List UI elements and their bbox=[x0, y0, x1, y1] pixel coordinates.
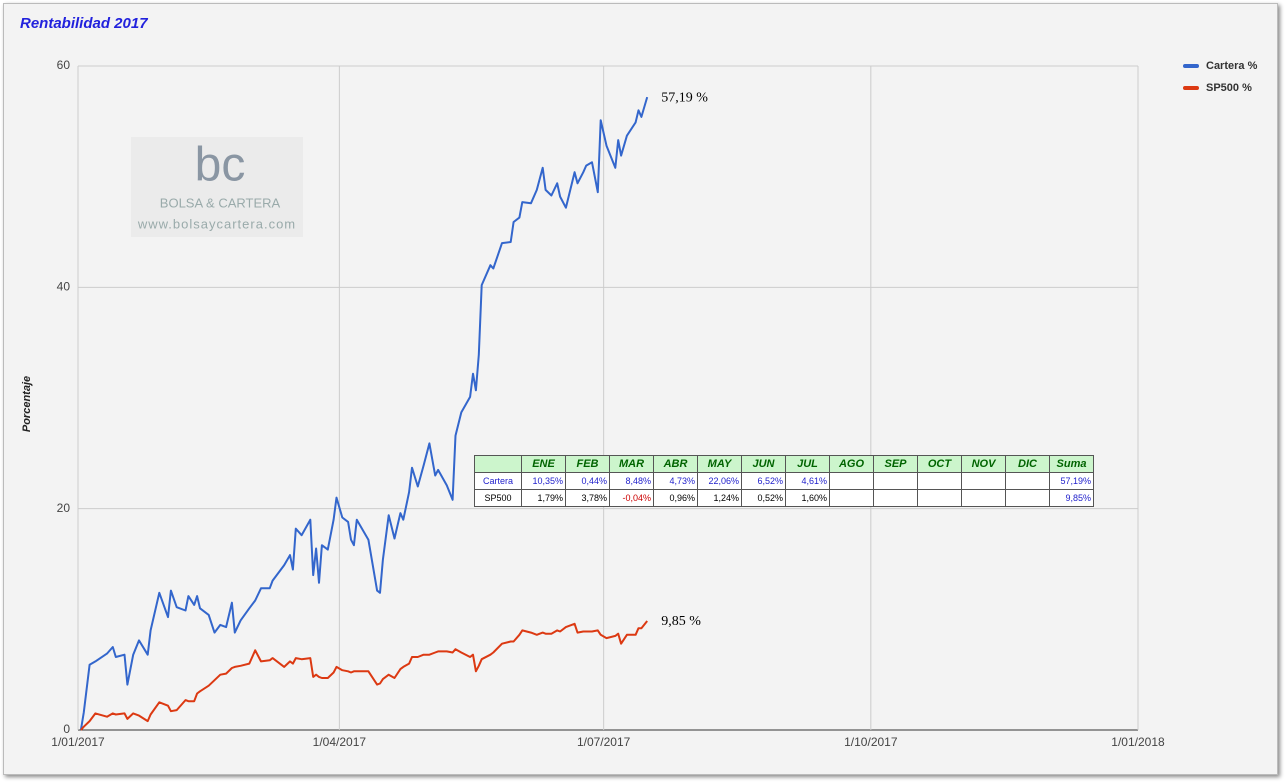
y-tick-label: 0 bbox=[63, 722, 70, 736]
watermark-url: www.bolsaycartera.com bbox=[137, 216, 296, 231]
table-row: Cartera 10,35% 0,44% 8,48% 4,73% 22,06% 6,52% 4… bbox=[474, 472, 1094, 490]
table-cell: 6,52% bbox=[741, 472, 786, 490]
series-line bbox=[79, 96, 649, 731]
table-cell: MAY bbox=[697, 455, 742, 473]
x-tick-label: 1/01/2018 bbox=[1111, 735, 1165, 749]
table-cell: 22,06% bbox=[697, 472, 742, 490]
table-cell: JUL bbox=[785, 455, 830, 473]
watermark-logo: bc bbox=[195, 139, 246, 192]
end-label: 57,19 % bbox=[661, 90, 708, 105]
table-cell: JUN bbox=[741, 455, 786, 473]
table-cell: ABR bbox=[653, 455, 698, 473]
table-row: SP500 1,79% 3,78% -0,04% 0,96% 1,24% 0,52% 1,60… bbox=[474, 489, 1094, 507]
table-cell bbox=[917, 489, 962, 507]
table-cell bbox=[961, 489, 1006, 507]
x-tick-label: 1/04/2017 bbox=[313, 735, 367, 749]
table-cell bbox=[917, 472, 962, 490]
table-cell: OCT bbox=[917, 455, 962, 473]
table-cell: MAR bbox=[609, 455, 654, 473]
table-cell: 0,96% bbox=[653, 489, 698, 507]
end-label: 9,85 % bbox=[661, 614, 701, 629]
table-cell bbox=[1005, 472, 1050, 490]
table-cell: 3,78% bbox=[565, 489, 610, 507]
series-line bbox=[80, 620, 648, 731]
table-row: ENE FEB MAR ABR MAY JUN JUL AGO SEP OCT NOV DIC Suma bbox=[474, 455, 1094, 473]
watermark-brand: BOLSA & CARTERA bbox=[160, 195, 281, 210]
table-cell: 1,79% bbox=[521, 489, 566, 507]
x-tick-label: 1/10/2017 bbox=[844, 735, 898, 749]
table-cell: AGO bbox=[829, 455, 874, 473]
table-cell: 0,52% bbox=[741, 489, 786, 507]
table-cell bbox=[474, 455, 522, 473]
table-cell bbox=[829, 472, 874, 490]
legend-label: SP500 % bbox=[1206, 82, 1252, 94]
x-tick-label: 1/01/2017 bbox=[51, 735, 105, 749]
y-tick-label: 20 bbox=[57, 501, 71, 515]
table-cell: 4,73% bbox=[653, 472, 698, 490]
table-cell: 1,60% bbox=[785, 489, 830, 507]
grid bbox=[77, 65, 1139, 731]
table-cell bbox=[873, 472, 918, 490]
table-cell bbox=[961, 472, 1006, 490]
table-cell: FEB bbox=[565, 455, 610, 473]
table-cell bbox=[873, 489, 918, 507]
monthly-table: ENE FEB MAR ABR MAY JUN JUL AGO SEP OCT NOV DIC Suma… bbox=[474, 455, 1094, 507]
table-cell: NOV bbox=[961, 455, 1006, 473]
watermark-box bbox=[131, 137, 303, 237]
y-tick-label: 40 bbox=[57, 280, 71, 294]
table-cell bbox=[1005, 489, 1050, 507]
table-cell: SP500 bbox=[474, 489, 522, 507]
table-cell bbox=[829, 489, 874, 507]
table-cell: ENE bbox=[521, 455, 566, 473]
chart-title: Rentabilidad 2017 bbox=[20, 15, 148, 32]
table-cell: 4,61% bbox=[785, 472, 830, 490]
table-cell: Cartera bbox=[474, 472, 522, 490]
table-cell: Suma bbox=[1049, 455, 1094, 473]
table-cell: SEP bbox=[873, 455, 918, 473]
legend-label: Cartera % bbox=[1206, 60, 1258, 72]
table-cell: 9,85% bbox=[1049, 489, 1094, 507]
table-cell: 0,44% bbox=[565, 472, 610, 490]
x-tick-label: 1/07/2017 bbox=[577, 735, 631, 749]
table-cell: -0,04% bbox=[609, 489, 654, 507]
y-axis-label: Porcentaje bbox=[21, 376, 33, 432]
table-cell: 57,19% bbox=[1049, 472, 1094, 490]
table-cell: 8,48% bbox=[609, 472, 654, 490]
table-cell: 1,24% bbox=[697, 489, 742, 507]
table-cell: 10,35% bbox=[521, 472, 566, 490]
y-tick-label: 60 bbox=[57, 58, 71, 72]
chart-frame bbox=[3, 3, 1278, 775]
table-cell: DIC bbox=[1005, 455, 1050, 473]
